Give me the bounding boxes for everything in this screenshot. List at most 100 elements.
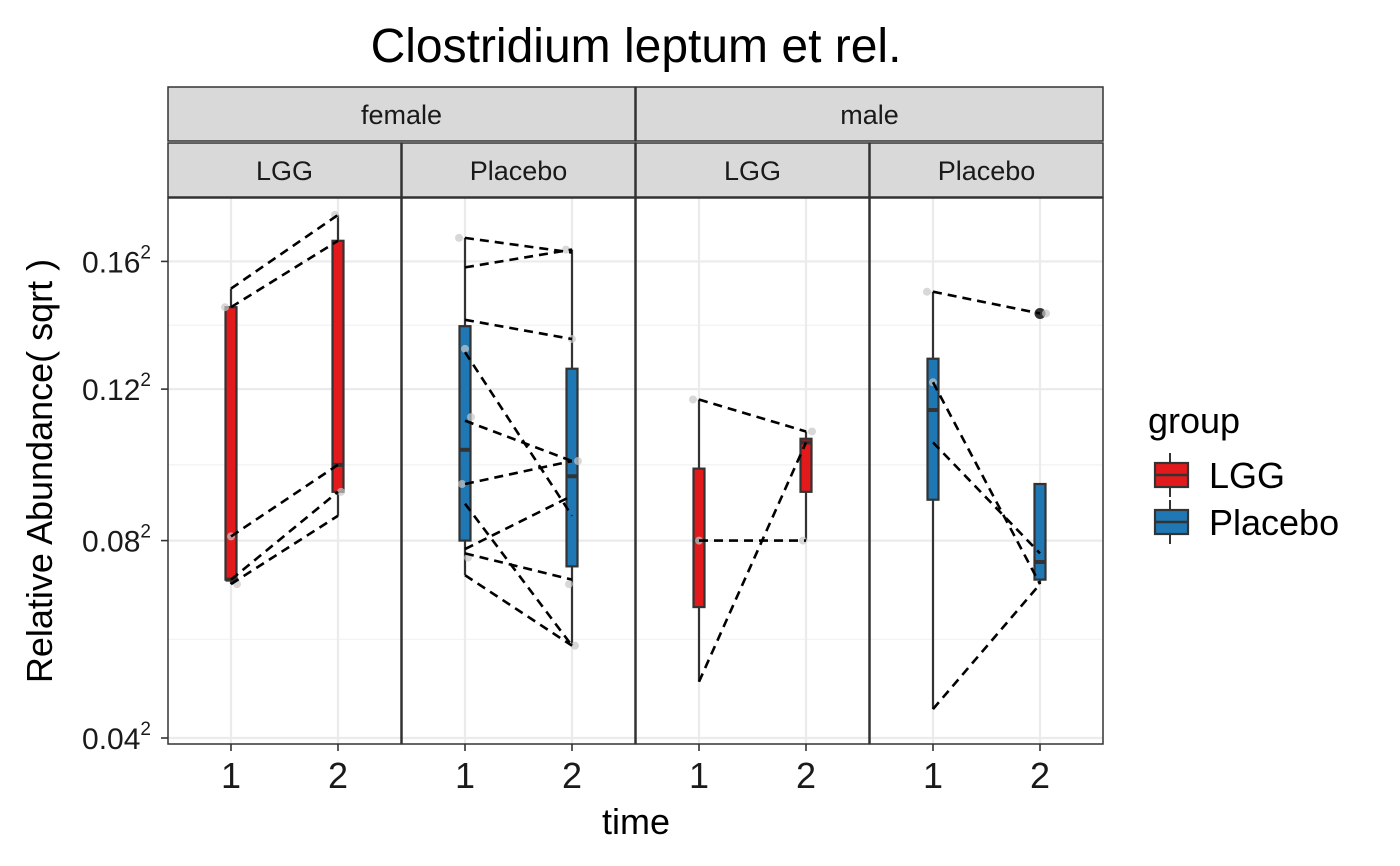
panel-background <box>402 198 635 744</box>
data-point <box>461 344 469 353</box>
panel-background <box>870 198 1103 744</box>
legend-entries: LGG Placebo <box>1153 453 1339 544</box>
data-point <box>808 427 816 436</box>
x-tick-label: 1 <box>689 755 709 796</box>
panel-border <box>167 197 402 745</box>
facet-row-strips: female male <box>167 86 1104 142</box>
data-point <box>221 303 229 312</box>
y-tick-value: 0.12 <box>82 374 140 407</box>
y-tick-exponent: 2 <box>140 370 151 391</box>
subject-trajectory-line <box>464 419 573 463</box>
x-tick-label: 2 <box>562 755 582 796</box>
y-tick-label: 0.162 <box>82 242 151 279</box>
subject-trajectory-line <box>230 463 339 538</box>
box-body <box>1033 482 1047 581</box>
y-tick-value: 0.16 <box>82 246 140 279</box>
panel-background <box>168 198 401 744</box>
subject-trajectory-line <box>464 552 573 581</box>
panel-male-lgg: LGG <box>635 142 870 745</box>
group-strip-label: Placebo <box>938 156 1036 186</box>
legend-entry-lgg: LGG <box>1153 453 1285 497</box>
box-body <box>926 357 940 501</box>
y-tick-value: 0.04 <box>82 723 140 756</box>
facet-strip-female <box>167 86 636 142</box>
data-point <box>337 487 345 496</box>
subject-trajectory-line <box>464 459 573 486</box>
x-axis: 1 2 1 2 1 2 1 2 <box>221 744 1050 796</box>
x-tick-label: 2 <box>1030 755 1050 796</box>
box-time-1 <box>926 291 940 710</box>
y-tick-value: 0.08 <box>82 526 140 559</box>
subject-trajectory-line <box>463 351 574 517</box>
data-point <box>923 287 931 296</box>
subject-trajectory-line <box>698 398 807 433</box>
chart-title: Clostridium leptum et rel. <box>371 20 902 73</box>
subject-trajectory-line <box>230 239 339 309</box>
x-tick-label: 1 <box>455 755 475 796</box>
group-strip-label: Placebo <box>470 156 568 186</box>
box-body <box>565 367 579 568</box>
panel-female-lgg: LGG <box>167 142 402 745</box>
x-tick-label: 1 <box>221 755 241 796</box>
subject-trajectory-line <box>931 381 1042 585</box>
subject-trajectory-line <box>464 318 573 341</box>
legend-label: Placebo <box>1209 502 1339 543</box>
y-tick-exponent: 2 <box>140 522 151 543</box>
data-point <box>455 233 463 242</box>
data-point <box>467 413 475 422</box>
group-strip <box>869 142 1104 198</box>
panel-female-placebo: Placebo <box>401 142 636 745</box>
data-point <box>458 479 466 488</box>
x-tick-label: 1 <box>923 755 943 796</box>
facet-strip-label: male <box>840 100 899 130</box>
box-body <box>458 325 472 542</box>
subject-trajectory-line <box>230 490 339 581</box>
facet-strip-label: female <box>361 100 442 130</box>
data-point <box>565 580 573 589</box>
x-tick-label: 2 <box>796 755 816 796</box>
data-point <box>1042 309 1050 318</box>
subject-trajectory-line <box>464 574 573 647</box>
legend-title: group <box>1148 400 1240 441</box>
subject-trajectory-line <box>932 441 1041 555</box>
box-time-2 <box>331 214 345 516</box>
panel-border <box>635 197 870 745</box>
group-strip <box>167 142 402 198</box>
legend: group LGG Placebo <box>1148 400 1339 544</box>
group-strip <box>401 142 636 198</box>
panel-male-placebo: Placebo <box>869 142 1104 745</box>
legend-label: LGG <box>1209 455 1285 496</box>
subject-trajectory-line <box>464 248 573 269</box>
subject-trajectory-line <box>932 583 1041 710</box>
panel-background <box>636 198 869 744</box>
box-body <box>331 239 345 493</box>
group-strip-label: LGG <box>256 156 313 186</box>
data-point <box>799 536 807 545</box>
box-body <box>799 437 813 493</box>
x-axis-title: time <box>602 801 670 842</box>
panel-border <box>869 197 1104 745</box>
subject-trajectory-line <box>932 290 1041 315</box>
x-tick-label: 2 <box>328 755 348 796</box>
y-tick-label: 0.122 <box>82 370 151 407</box>
subject-trajectory-line <box>230 514 339 586</box>
y-tick-label: 0.042 <box>82 719 151 756</box>
legend-entry-placebo: Placebo <box>1153 500 1339 544</box>
data-point <box>562 245 570 254</box>
group-strip <box>635 142 870 198</box>
box-time-1 <box>458 237 472 576</box>
data-point <box>574 457 582 466</box>
subject-trajectory-line <box>464 494 573 551</box>
facet-panels: LGG Placebo LGG Placebo <box>167 142 1104 745</box>
panel-border <box>401 197 636 745</box>
facet-strip-male <box>635 86 1104 142</box>
y-axis-title: Relative Abundance( sqrt ) <box>19 259 60 683</box>
box-time-2 <box>799 431 813 541</box>
y-tick-exponent: 2 <box>140 242 151 263</box>
y-tick-exponent: 2 <box>140 719 151 740</box>
group-strip-label: LGG <box>724 156 781 186</box>
subject-trajectory-line <box>697 441 808 683</box>
subject-trajectory-line <box>464 236 573 254</box>
